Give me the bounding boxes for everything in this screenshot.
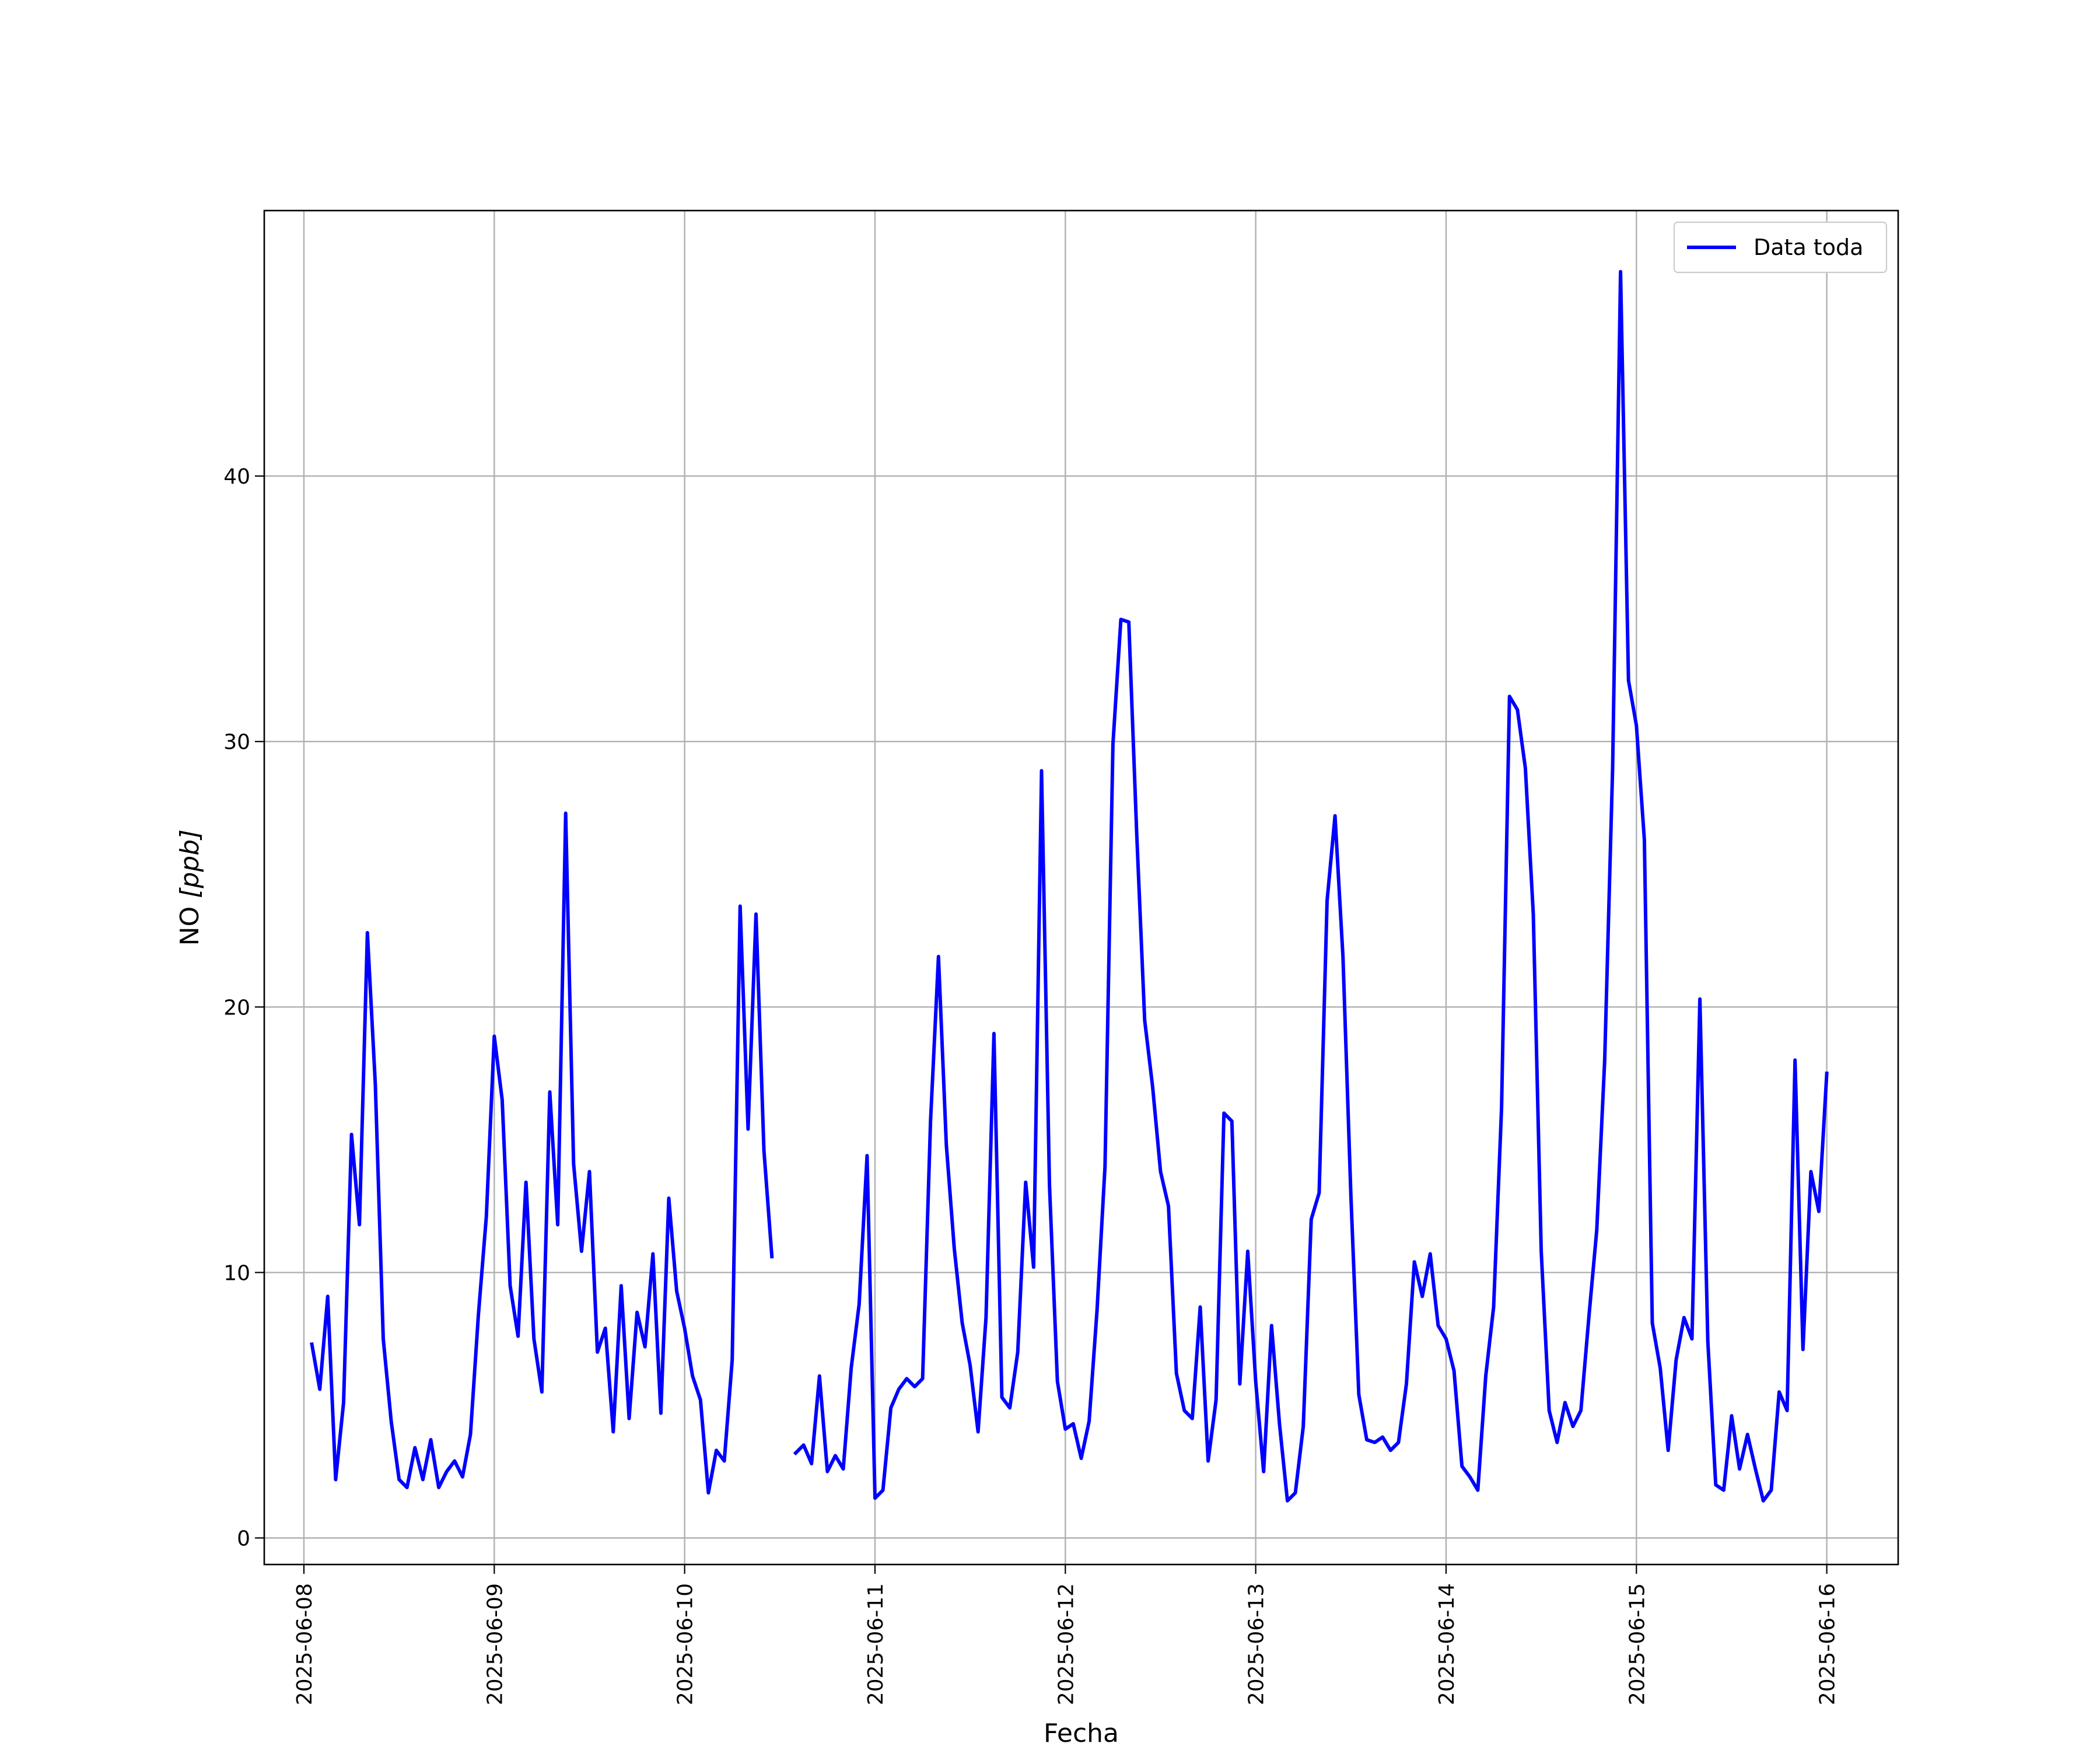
y-tick-label: 40 [223, 465, 250, 489]
x-tick-label: 2025-06-10 [674, 1583, 698, 1705]
legend-box [1673, 221, 1888, 274]
y-tick-label: 20 [223, 996, 250, 1020]
series-line [310, 270, 1829, 1503]
x-tick-label: 2025-06-16 [1816, 1583, 1840, 1705]
x-axis-label: Fecha [1044, 1718, 1119, 1748]
x-tick-label: 2025-06-15 [1625, 1583, 1649, 1705]
plot-area-frame [263, 209, 1899, 1566]
y-axis: 0 10 20 30 40 [223, 465, 264, 1550]
legend: Data toda [1673, 221, 1888, 274]
x-tick-label: 2025-06-13 [1245, 1583, 1269, 1705]
y-tick-label: 0 [237, 1527, 250, 1550]
legend-entry-label: Data toda [1754, 235, 1863, 260]
data-series [310, 270, 1829, 1503]
x-tick-label: 2025-06-08 [293, 1583, 317, 1705]
y-axis-label: NO [ppb] [175, 830, 205, 946]
x-tick-label: 2025-06-11 [864, 1583, 888, 1705]
x-tick-label: 2025-06-14 [1435, 1583, 1459, 1705]
y-axis-label-unit: [ppb] [175, 830, 205, 898]
x-axis: 2025-06-08 2025-06-09 2025-06-10 2025-06-11… [293, 1564, 1840, 1705]
x-tick-label: 2025-06-09 [483, 1583, 507, 1705]
x-tick-label: 2025-06-12 [1054, 1583, 1078, 1705]
y-axis-label-main: NO [175, 898, 205, 946]
y-tick-label: 30 [223, 730, 250, 754]
grid-lines [264, 211, 1898, 1564]
y-tick-label: 10 [223, 1261, 250, 1285]
